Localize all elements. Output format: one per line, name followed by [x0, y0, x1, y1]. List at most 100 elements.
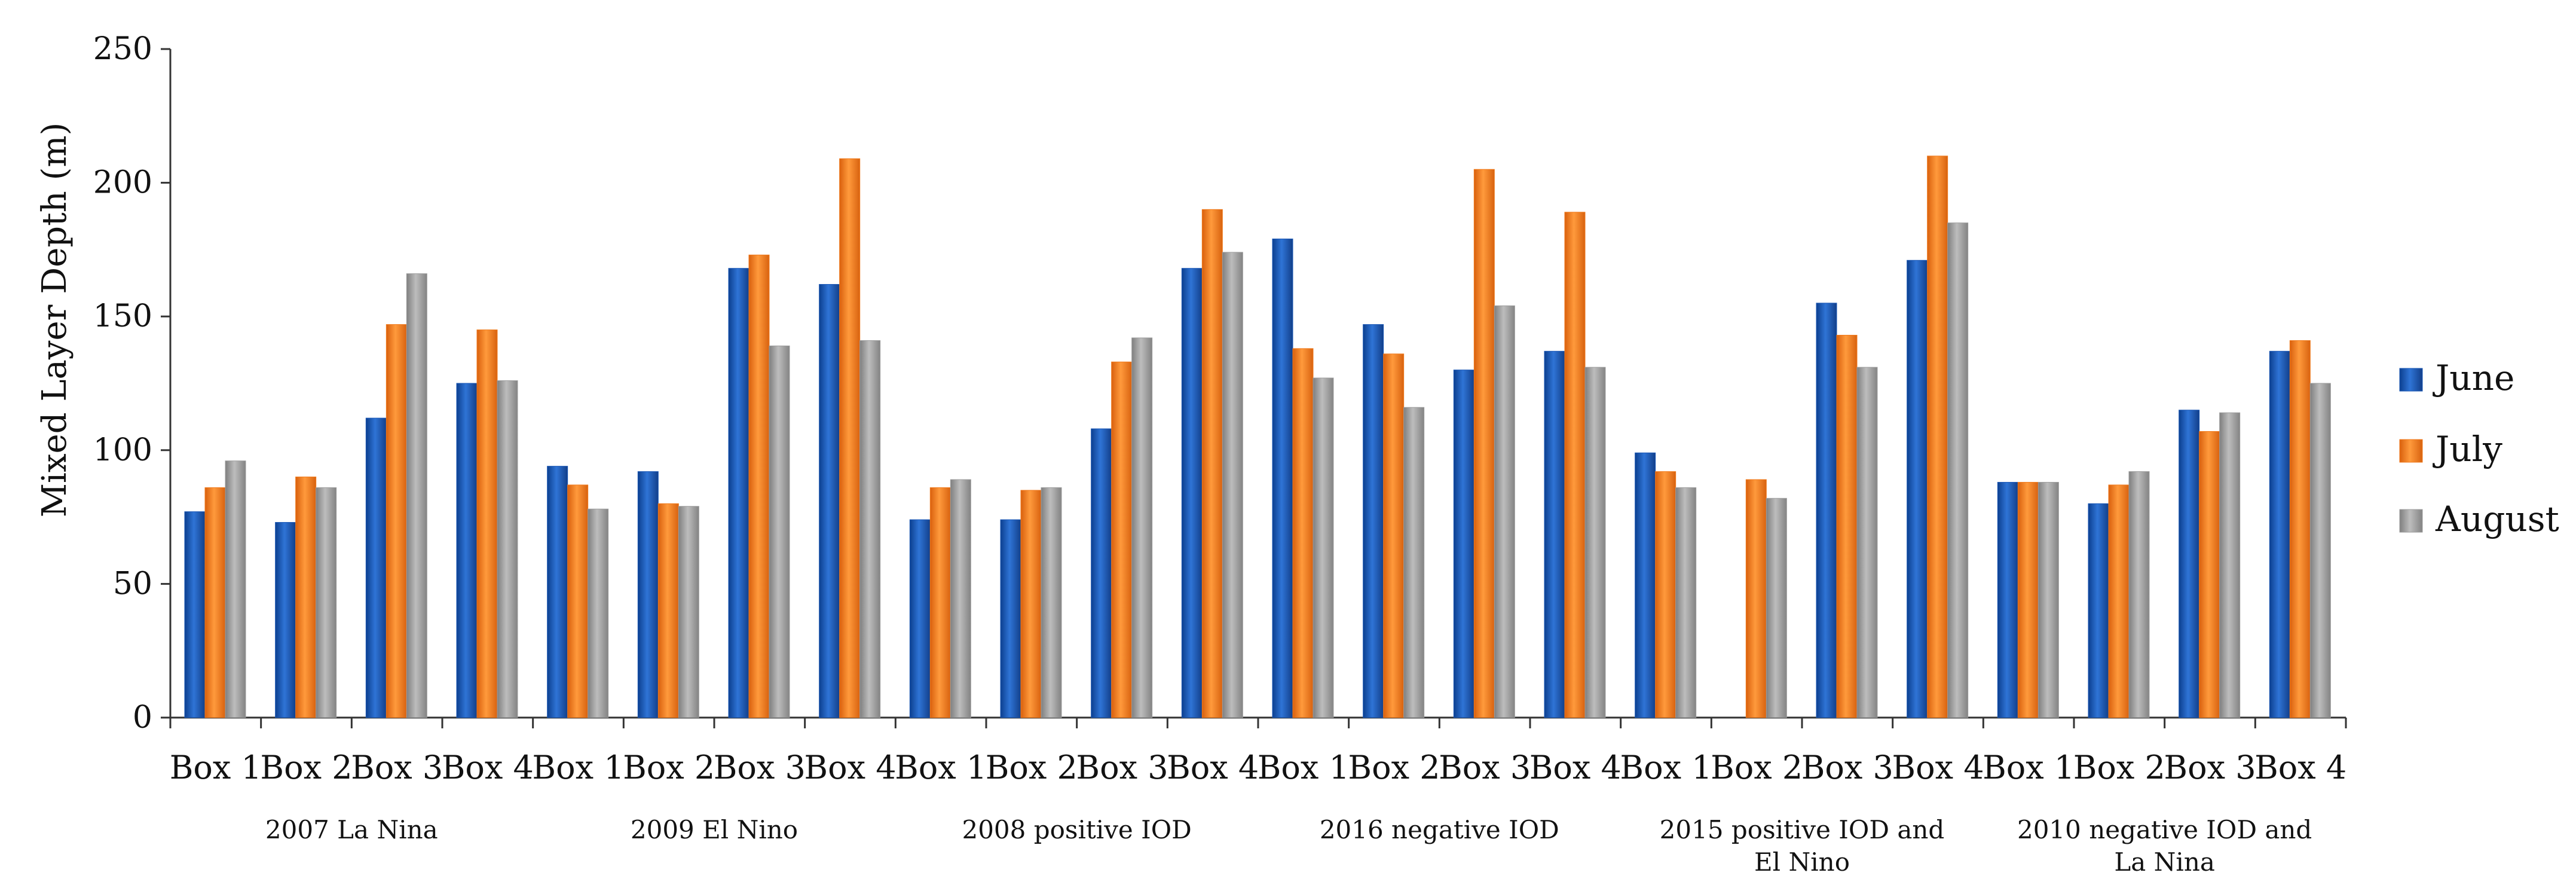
x-category-label: Box 4 [2254, 749, 2346, 786]
bar-july [748, 254, 770, 718]
bar-july [1836, 335, 1858, 718]
bar-july [295, 477, 317, 718]
bar-june [1635, 452, 1656, 718]
bar-july [2108, 484, 2130, 718]
y-axis-title: Mixed Layer Depth (m) [35, 123, 74, 518]
x-category-label: Box 1 [895, 749, 987, 786]
bar-june [2088, 503, 2109, 718]
bar-august [1222, 252, 1243, 718]
bar-june [1544, 350, 1565, 718]
y-tick-label: 100 [93, 432, 152, 468]
group-label: 2008 positive IOD [962, 815, 1191, 844]
bar-june [1272, 239, 1293, 718]
bar-august [225, 460, 246, 718]
bar-june [1181, 268, 1203, 718]
bar-august [2219, 412, 2241, 718]
bar-july [929, 487, 951, 718]
bar-july [1473, 169, 1495, 718]
bar-july [567, 484, 589, 718]
bar-july [657, 503, 679, 718]
bar-july [1020, 490, 1042, 718]
bar-july [2017, 481, 2039, 718]
bar-august [406, 273, 427, 718]
x-category-label: Box 3 [1801, 749, 1893, 786]
bar-june [1997, 481, 2018, 718]
y-tick-label: 0 [133, 700, 152, 736]
x-category-label: Box 2 [986, 749, 1078, 786]
x-category-label: Box 2 [260, 749, 352, 786]
bars [184, 155, 2331, 718]
group-label: 2010 negative IOD and [2017, 815, 2312, 844]
bar-june [2269, 350, 2290, 718]
x-category-label: Box 1 [170, 749, 262, 786]
y-tick-label: 50 [113, 566, 152, 602]
bar-august [1856, 367, 1878, 718]
bar-august [1131, 337, 1153, 718]
legend-label-august: August [2435, 499, 2559, 539]
y-tick-label: 250 [93, 31, 152, 67]
bar-june [1000, 519, 1021, 718]
bar-july [204, 487, 226, 718]
group-label: 2015 positive IOD and [1660, 815, 1945, 844]
bar-july [1564, 212, 1586, 718]
x-category-label: Box 4 [1529, 749, 1622, 786]
bar-june [1091, 428, 1112, 718]
y-tick-label: 200 [93, 165, 152, 201]
bar-august [497, 380, 518, 718]
x-category-label: Box 2 [2073, 749, 2165, 786]
bar-june [275, 522, 296, 718]
legend-label-june: June [2433, 358, 2514, 398]
legend-swatch-august [2399, 509, 2423, 533]
bar-july [1383, 353, 1405, 718]
bar-august [316, 487, 337, 718]
x-category-label: Box 3 [1076, 749, 1168, 786]
bar-june [1816, 303, 1837, 718]
bar-july [386, 324, 407, 718]
group-label: 2009 El Nino [631, 815, 798, 844]
axes [161, 48, 2347, 728]
bar-august [1313, 377, 1334, 718]
x-category-label: Box 2 [623, 749, 715, 786]
x-category-label: Box 1 [1983, 749, 2075, 786]
bar-august [2128, 471, 2150, 718]
bar-august [1675, 487, 1697, 718]
legend-label-july: July [2433, 429, 2502, 469]
x-category-label: Box 4 [1167, 749, 1259, 786]
bar-august [1766, 498, 1787, 718]
bar-june [2179, 410, 2200, 718]
x-category-label: Box 1 [1620, 749, 1712, 786]
bar-august [678, 506, 699, 718]
bar-june [365, 417, 387, 718]
bar-june [547, 466, 568, 718]
bar-july [1201, 209, 1223, 718]
bar-june [1453, 370, 1474, 718]
bar-august [1584, 367, 1606, 718]
bar-july [1655, 471, 1676, 718]
bar-august [769, 345, 790, 718]
bar-july [476, 329, 498, 718]
bar-june [456, 383, 478, 718]
group-label: 2007 La Nina [265, 815, 438, 844]
bar-august [950, 479, 971, 718]
x-category-label: Box 1 [1258, 749, 1350, 786]
x-category-label: Box 4 [1892, 749, 1984, 786]
legend: June July August [2399, 358, 2559, 539]
bar-june [637, 471, 659, 718]
bar-june [1907, 260, 1928, 718]
bar-august [1494, 305, 1515, 718]
bar-july [1745, 479, 1767, 718]
y-tick-label: 150 [93, 298, 152, 334]
x-category-label: Box 4 [804, 749, 896, 786]
bar-august [2309, 383, 2331, 718]
bar-june [1363, 324, 1384, 718]
x-category-label: Box 2 [1348, 749, 1440, 786]
bar-july [1292, 348, 1314, 718]
group-label: El Nino [1754, 847, 1850, 877]
bar-june [819, 284, 840, 718]
group-label: La Nina [2114, 847, 2215, 877]
x-category-label: Box 2 [1711, 749, 1803, 786]
x-category-label: Box 3 [1439, 749, 1531, 786]
bar-july [1927, 155, 1948, 718]
